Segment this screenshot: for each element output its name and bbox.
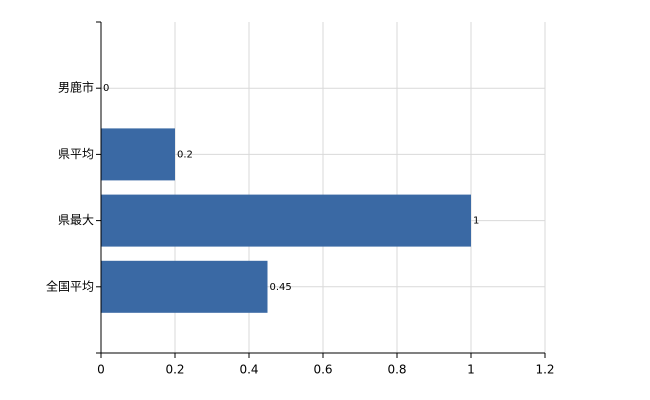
y-tick-label: 県最大 [58, 213, 94, 227]
value-label: 0.45 [270, 282, 292, 293]
x-tick-label: 1.2 [535, 363, 554, 377]
x-tick-label: 0.2 [165, 363, 184, 377]
bar [101, 128, 175, 181]
x-tick-label: 0.6 [313, 363, 332, 377]
x-tick-label: 0.8 [387, 363, 406, 377]
x-tick-label: 0 [97, 363, 105, 377]
value-label: 0 [103, 83, 109, 94]
x-tick-label: 0.4 [239, 363, 258, 377]
y-tick-label: 男鹿市 [58, 80, 94, 95]
x-tick-label: 1 [467, 363, 475, 377]
bar [101, 194, 471, 247]
y-tick-label: 県平均 [58, 147, 94, 161]
value-label: 1 [473, 216, 479, 227]
bar [101, 260, 268, 313]
y-tick-label: 全国平均 [46, 278, 94, 293]
value-label: 0.2 [177, 149, 193, 160]
